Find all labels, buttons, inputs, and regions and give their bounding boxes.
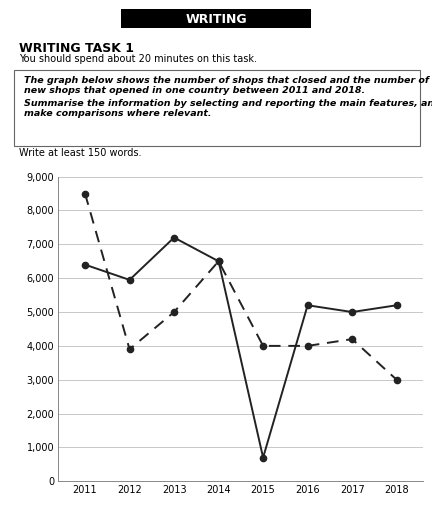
Text: WRITING: WRITING <box>185 13 247 26</box>
Text: WRITING TASK 1: WRITING TASK 1 <box>19 42 134 55</box>
Text: make comparisons where relevant.: make comparisons where relevant. <box>24 109 211 118</box>
Title: Number of shop closures and openings 2011–2018: Number of shop closures and openings 201… <box>74 122 408 135</box>
Text: new shops that opened in one country between 2011 and 2018.: new shops that opened in one country bet… <box>24 86 365 95</box>
Text: The graph below shows the number of shops that closed and the number of: The graph below shows the number of shop… <box>24 76 429 86</box>
Text: You should spend about 20 minutes on this task.: You should spend about 20 minutes on thi… <box>19 54 257 64</box>
Legend: Closures, Openings: Closures, Openings <box>150 121 332 139</box>
Text: Write at least 150 words.: Write at least 150 words. <box>19 148 142 159</box>
Text: Summarise the information by selecting and reporting the main features, and: Summarise the information by selecting a… <box>24 99 432 109</box>
